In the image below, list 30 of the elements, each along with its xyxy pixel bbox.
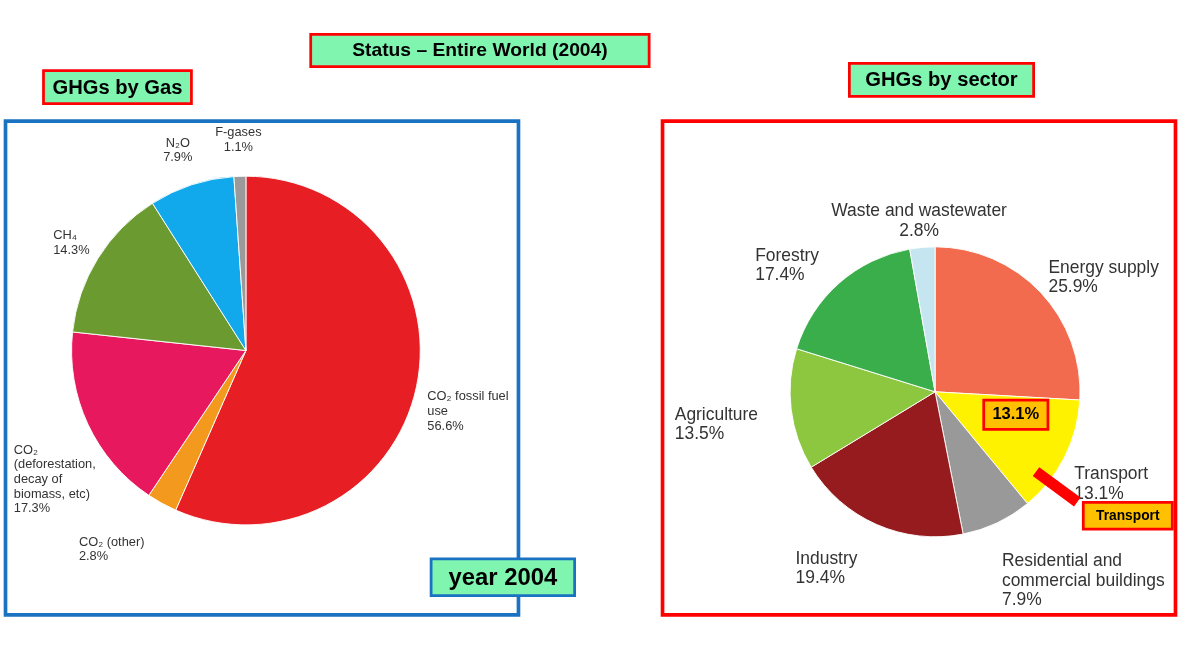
text: year 2004 (448, 562, 558, 590)
data-label: 2.8% (78, 548, 109, 564)
slice-label: CO₂ (other) (78, 533, 145, 549)
data-label: 17.4% (755, 264, 805, 285)
slice-label: Energy supply (1048, 256, 1160, 277)
slice-label: Waste and wastewater (831, 200, 1008, 221)
slice-label: Residential and commercial buildings (1001, 550, 1165, 590)
text: 13.1% (992, 404, 1040, 423)
slice-label: N₂O (165, 134, 190, 150)
data-label: 7.9% (1001, 589, 1042, 609)
data-label: 56.6% (427, 417, 464, 433)
slice-label: CH₄ (53, 226, 77, 242)
slice-label: Transport (1074, 463, 1149, 484)
data-label: 1.1% (223, 138, 254, 154)
data-label: 2.8% (899, 219, 939, 240)
data-label: 13.1% (1074, 482, 1124, 503)
data-label: 14.3% (53, 241, 90, 257)
data-label: 19.4% (795, 566, 845, 587)
slice-label: F-gases (215, 123, 262, 139)
slice-label: Transport (1096, 508, 1160, 524)
slice-label: CO₂ fossil fuel use (427, 388, 509, 418)
slice-label: Agriculture (674, 403, 759, 424)
chart-title: GHGs by Gas (52, 75, 183, 98)
slice-label: Forestry (755, 245, 820, 266)
chart-title: GHGs by sector (865, 68, 1018, 91)
data-label: 7.9% (163, 149, 193, 165)
slice-label: CO₂ (deforestation, decay of biomass, etc) (13, 441, 96, 501)
text: Status – Entire World (2004) (352, 38, 608, 60)
slice-label: Industry (795, 547, 858, 568)
data-label: 17.3% (13, 500, 51, 516)
